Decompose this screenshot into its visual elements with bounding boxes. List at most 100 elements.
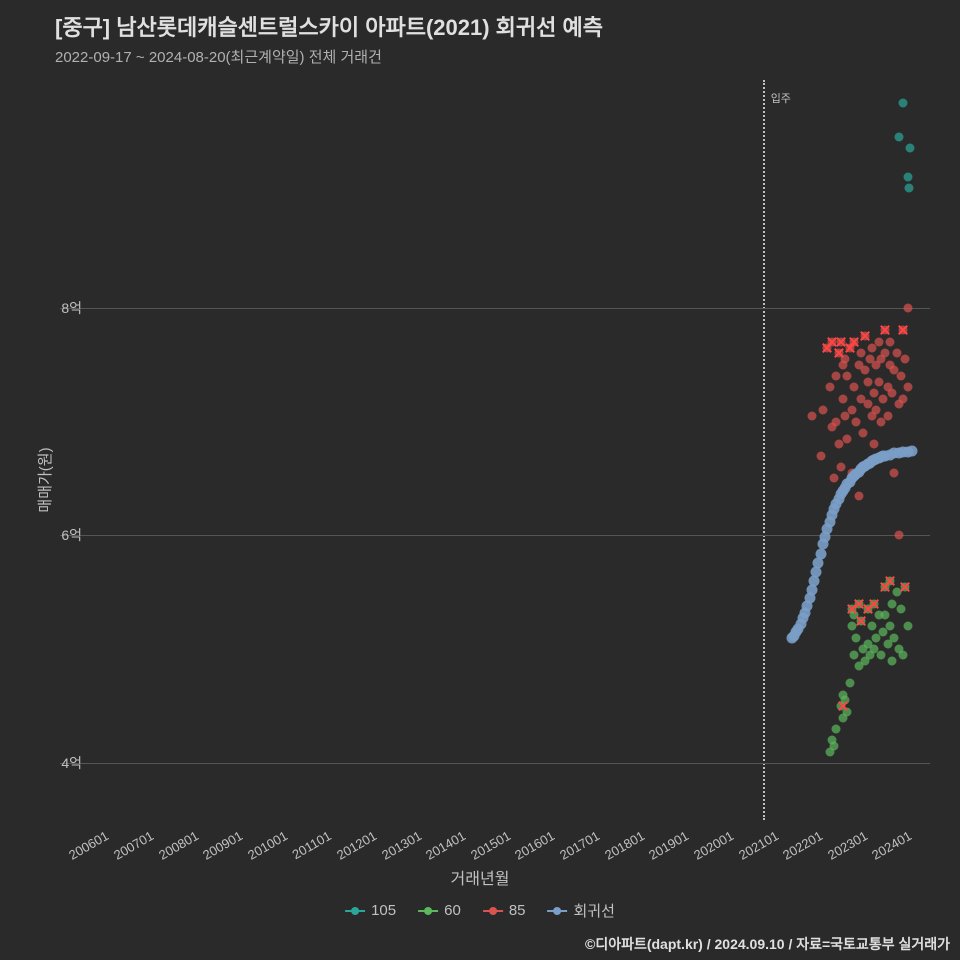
data-point-85 bbox=[863, 400, 872, 409]
data-point-85 bbox=[839, 394, 848, 403]
legend-item: 60 bbox=[418, 902, 461, 919]
data-point-85 bbox=[879, 394, 888, 403]
data-point-85 bbox=[836, 463, 845, 472]
data-point-85 bbox=[830, 474, 839, 483]
data-point-85 bbox=[836, 337, 845, 346]
regression-point bbox=[907, 446, 918, 457]
data-point-85 bbox=[852, 417, 861, 426]
data-point-85 bbox=[897, 372, 906, 381]
data-point-85 bbox=[843, 372, 852, 381]
data-point-85 bbox=[832, 417, 841, 426]
x-tick-label: 202201 bbox=[780, 828, 825, 863]
legend-item: 회귀선 bbox=[548, 900, 615, 921]
chart-container: [중구] 남산롯데캐슬센트럴스카이 아파트(2021) 회귀선 예측 2022-… bbox=[0, 0, 960, 960]
data-point-60 bbox=[847, 622, 856, 631]
y-tick-label: 4억 bbox=[61, 753, 82, 773]
y-axis-label: 매매가(원) bbox=[34, 447, 55, 512]
x-tick-label: 201601 bbox=[513, 828, 558, 863]
x-tick-label: 201201 bbox=[334, 828, 379, 863]
data-point-60 bbox=[890, 633, 899, 642]
data-point-60 bbox=[899, 650, 908, 659]
data-point-60 bbox=[888, 599, 897, 608]
data-point-85 bbox=[881, 349, 890, 358]
x-tick-label: 201401 bbox=[423, 828, 468, 863]
data-point-60 bbox=[892, 588, 901, 597]
data-point-60 bbox=[843, 707, 852, 716]
data-point-85 bbox=[883, 411, 892, 420]
data-point-105 bbox=[904, 184, 913, 193]
data-point-85 bbox=[850, 383, 859, 392]
legend-label: 85 bbox=[509, 902, 526, 919]
x-tick-label: 201301 bbox=[379, 828, 424, 863]
data-point-85 bbox=[870, 389, 879, 398]
occupancy-label: 입주 bbox=[771, 90, 791, 106]
data-point-85 bbox=[847, 406, 856, 415]
data-point-85 bbox=[832, 372, 841, 381]
data-point-60 bbox=[903, 622, 912, 631]
legend-item: 85 bbox=[483, 902, 526, 919]
data-point-85 bbox=[850, 337, 859, 346]
data-point-85 bbox=[859, 428, 868, 437]
chart-title: [중구] 남산롯데캐슬센트럴스카이 아파트(2021) 회귀선 예측 bbox=[55, 10, 603, 42]
data-point-60 bbox=[888, 656, 897, 665]
data-point-85 bbox=[874, 337, 883, 346]
x-tick-label: 200801 bbox=[156, 828, 201, 863]
data-point-85 bbox=[872, 406, 881, 415]
x-tick-label: 201101 bbox=[290, 828, 334, 862]
data-point-85 bbox=[890, 468, 899, 477]
data-point-85 bbox=[899, 394, 908, 403]
data-point-60 bbox=[868, 622, 877, 631]
x-tick-label: 202001 bbox=[691, 828, 736, 863]
data-point-85 bbox=[841, 354, 850, 363]
data-point-60 bbox=[897, 605, 906, 614]
legend-swatch bbox=[418, 910, 438, 912]
data-point-85 bbox=[818, 406, 827, 415]
data-point-85 bbox=[854, 491, 863, 500]
data-point-85 bbox=[870, 440, 879, 449]
data-point-85 bbox=[888, 389, 897, 398]
legend-label: 회귀선 bbox=[574, 900, 615, 921]
data-point-60 bbox=[885, 622, 894, 631]
data-point-85 bbox=[816, 451, 825, 460]
x-tick-label: 201901 bbox=[646, 828, 691, 863]
data-point-60 bbox=[832, 724, 841, 733]
x-axis-label: 거래년월 bbox=[451, 865, 510, 889]
data-point-60 bbox=[850, 650, 859, 659]
data-point-85 bbox=[903, 383, 912, 392]
data-point-85 bbox=[834, 440, 843, 449]
x-tick-label: 200701 bbox=[111, 828, 156, 863]
plot-area: 입주 bbox=[60, 80, 930, 820]
legend: 1056085회귀선 bbox=[345, 900, 615, 921]
x-tick-label: 202301 bbox=[825, 828, 870, 863]
data-point-60 bbox=[870, 599, 879, 608]
x-tick-label: 201001 bbox=[245, 828, 290, 863]
data-point-60 bbox=[854, 599, 863, 608]
x-tick-label: 201701 bbox=[557, 828, 602, 863]
x-tick-label: 201801 bbox=[602, 828, 647, 863]
data-point-60 bbox=[881, 611, 890, 620]
data-point-85 bbox=[861, 366, 870, 375]
legend-swatch bbox=[345, 910, 365, 912]
data-point-85 bbox=[827, 337, 836, 346]
data-point-60 bbox=[830, 742, 839, 751]
gridline bbox=[60, 535, 930, 536]
gridline bbox=[60, 763, 930, 764]
data-point-105 bbox=[905, 144, 914, 153]
data-point-85 bbox=[807, 411, 816, 420]
chart-subtitle: 2022-09-17 ~ 2024-08-20(최근계약일) 전체 거래건 bbox=[55, 46, 603, 67]
data-point-60 bbox=[845, 679, 854, 688]
data-point-85 bbox=[825, 383, 834, 392]
data-point-60 bbox=[885, 576, 894, 585]
legend-swatch bbox=[548, 910, 568, 912]
title-block: [중구] 남산롯데캐슬센트럴스카이 아파트(2021) 회귀선 예측 2022-… bbox=[55, 10, 603, 67]
data-point-60 bbox=[876, 650, 885, 659]
x-tick-label: 202401 bbox=[869, 828, 914, 863]
gridline bbox=[60, 308, 930, 309]
x-tick-label: 201501 bbox=[468, 828, 513, 863]
data-point-85 bbox=[885, 337, 894, 346]
data-point-85 bbox=[894, 531, 903, 540]
data-point-105 bbox=[899, 98, 908, 107]
data-point-85 bbox=[901, 354, 910, 363]
data-point-60 bbox=[856, 616, 865, 625]
x-tick-label: 200601 bbox=[66, 828, 111, 863]
